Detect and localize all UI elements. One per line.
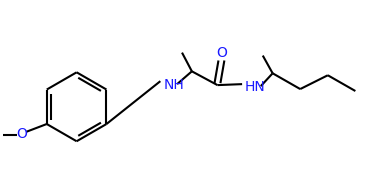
Text: HN: HN bbox=[245, 80, 266, 94]
Text: NH: NH bbox=[163, 78, 184, 92]
Text: O: O bbox=[216, 46, 227, 60]
Text: O: O bbox=[17, 127, 27, 141]
